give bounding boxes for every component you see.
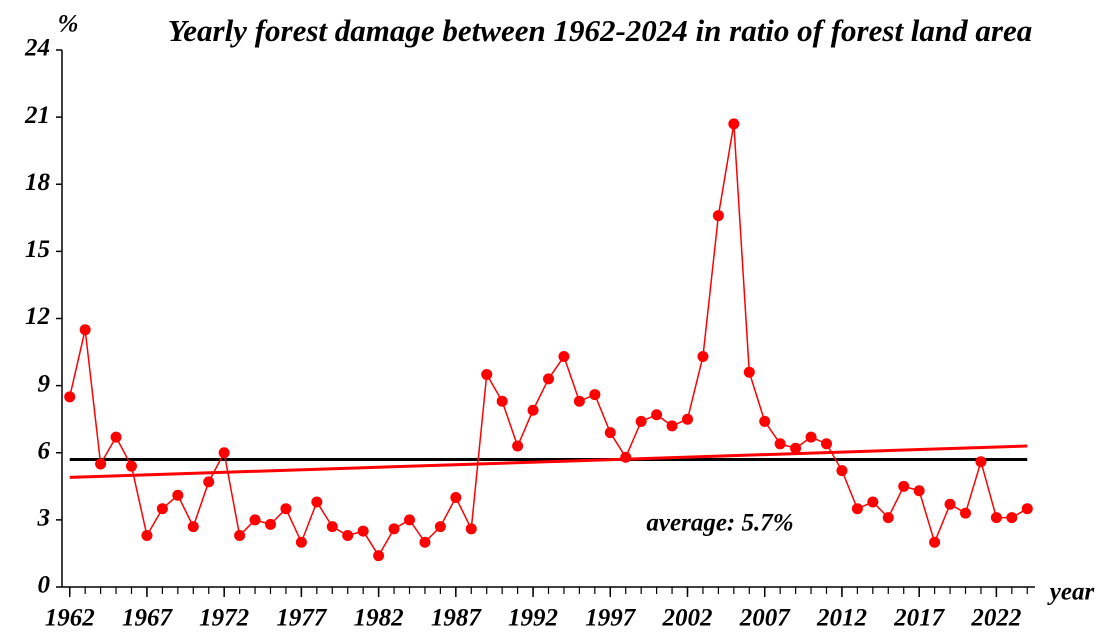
- y-tick-label: 3: [37, 505, 51, 532]
- data-point: [728, 118, 740, 130]
- data-point: [620, 451, 632, 463]
- data-point: [95, 458, 107, 470]
- x-tick-label: 2007: [739, 605, 792, 632]
- data-point: [357, 525, 369, 537]
- data-point: [326, 521, 338, 533]
- data-point: [697, 351, 709, 363]
- data-point: [960, 507, 971, 519]
- x-tick-label: 1987: [431, 605, 483, 632]
- data-point: [836, 465, 848, 477]
- data-point: [604, 427, 616, 439]
- x-tick-label: 1977: [276, 605, 328, 632]
- data-point: [218, 447, 230, 459]
- x-tick-label: 2002: [662, 605, 713, 632]
- x-tick-label: 1997: [585, 605, 637, 632]
- y-tick-label: 15: [25, 236, 50, 263]
- chart-title: Yearly forest damage between 1962-2024 i…: [167, 13, 1033, 48]
- data-point: [110, 431, 122, 443]
- data-point: [187, 521, 199, 533]
- average-label: average: 5.7%: [646, 510, 793, 537]
- x-tick-label: 1967: [122, 605, 174, 632]
- y-axis-label: %: [58, 11, 79, 38]
- data-point: [821, 438, 832, 450]
- data-point: [990, 512, 1002, 524]
- data-point: [929, 536, 941, 548]
- data-point: [851, 503, 863, 515]
- y-tick-label: 21: [24, 102, 50, 129]
- data-point: [311, 496, 323, 508]
- data-point: [64, 391, 76, 403]
- data-point: [419, 536, 431, 548]
- data-point: [682, 413, 693, 425]
- x-axis-label: year: [1047, 579, 1095, 606]
- data-point: [774, 438, 786, 450]
- data-point: [404, 514, 415, 526]
- x-tick-label: 2012: [816, 605, 867, 632]
- data-point: [373, 550, 385, 562]
- data-point: [527, 404, 539, 416]
- x-tick-label: 1962: [45, 605, 95, 632]
- y-tick-label: 18: [25, 169, 51, 196]
- data-point: [944, 498, 956, 510]
- data-point: [126, 460, 137, 472]
- data-point: [203, 476, 215, 488]
- data-point: [573, 395, 585, 407]
- series-line: [68, 123, 1028, 558]
- data-point: [172, 489, 184, 501]
- x-tick-label: 1992: [508, 605, 558, 632]
- data-point: [388, 523, 400, 535]
- y-tick-label: 24: [24, 35, 50, 62]
- data-point: [512, 440, 524, 452]
- x-tick-label: 2022: [970, 605, 1021, 632]
- y-tick-label: 9: [38, 370, 51, 397]
- data-point: [975, 456, 987, 468]
- data-point: [295, 536, 307, 548]
- trend-line: [69, 444, 1028, 479]
- data-point: [79, 324, 91, 336]
- data-point: [156, 503, 168, 515]
- x-tick-label: 1972: [199, 605, 249, 632]
- data-point: [234, 530, 246, 542]
- data-point: [481, 368, 493, 380]
- data-point: [1006, 512, 1018, 524]
- data-point: [434, 521, 446, 533]
- data-point: [712, 210, 724, 222]
- x-tick-label: 1982: [354, 605, 404, 632]
- data-point: [743, 366, 755, 378]
- data-point: [280, 503, 292, 515]
- data-point: [635, 415, 647, 427]
- data-point: [450, 492, 462, 503]
- data-point: [1021, 503, 1033, 515]
- data-point: [265, 518, 276, 530]
- x-tick-label: 2017: [893, 605, 946, 632]
- data-point: [249, 514, 261, 526]
- data-point: [790, 442, 802, 454]
- y-tick-label: 12: [25, 303, 50, 330]
- data-point: [141, 530, 153, 542]
- data-point: [651, 409, 663, 421]
- data-point: [543, 373, 554, 385]
- data-point: [342, 530, 354, 542]
- y-tick-label: 0: [38, 572, 51, 599]
- data-point: [666, 420, 678, 432]
- data-point: [913, 485, 925, 497]
- data-point: [759, 415, 771, 427]
- data-point: [465, 523, 477, 535]
- data-point: [496, 395, 508, 407]
- data-point: [805, 431, 817, 443]
- data-point: [867, 496, 879, 508]
- y-tick-label: 6: [38, 437, 51, 464]
- data-point: [558, 351, 570, 363]
- data-point: [882, 512, 894, 524]
- data-point: [589, 389, 601, 401]
- data-point: [898, 480, 910, 492]
